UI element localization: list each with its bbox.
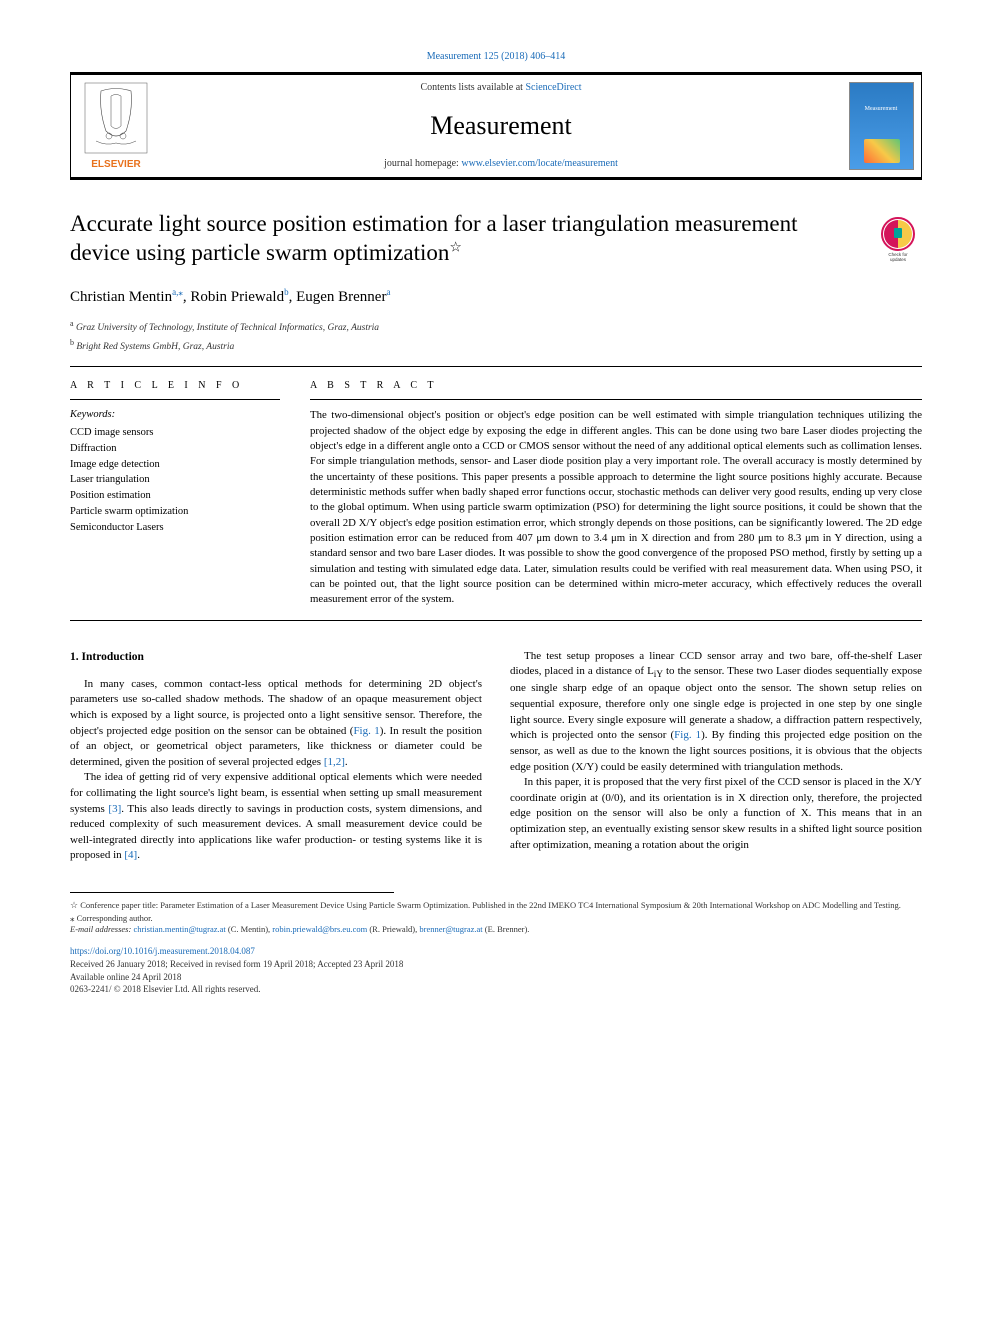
- journal-homepage: journal homepage: www.elsevier.com/locat…: [171, 157, 831, 171]
- abstract-label: A B S T R A C T: [310, 379, 922, 393]
- article-title: Accurate light source position estimatio…: [70, 210, 854, 268]
- body-paragraph: The idea of getting rid of very expensiv…: [70, 770, 482, 864]
- author: Christian Mentina,⁎: [70, 289, 183, 305]
- article-info-label: A R T I C L E I N F O: [70, 379, 280, 393]
- copyright: 0263-2241/ © 2018 Elsevier Ltd. All righ…: [70, 983, 922, 996]
- keyword: Particle swarm optimization: [70, 504, 280, 520]
- svg-text:updates: updates: [890, 257, 907, 262]
- citation-link[interactable]: [4]: [124, 849, 137, 861]
- check-updates-badge[interactable]: Check for updates: [874, 214, 922, 262]
- citation-link[interactable]: [1,2]: [324, 756, 345, 768]
- journal-name: Measurement: [171, 108, 831, 144]
- homepage-link[interactable]: www.elsevier.com/locate/measurement: [461, 158, 618, 169]
- sciencedirect-link[interactable]: ScienceDirect: [525, 82, 581, 93]
- body-paragraph: The test setup proposes a linear CCD sen…: [510, 649, 922, 775]
- footnotes: [70, 892, 394, 899]
- body-paragraph: In many cases, common contact-less optic…: [70, 677, 482, 771]
- available-online: Available online 24 April 2018: [70, 971, 922, 984]
- figure-ref-link[interactable]: Fig. 1: [674, 729, 701, 741]
- citation-link[interactable]: [3]: [108, 803, 121, 815]
- received-dates: Received 26 January 2018; Received in re…: [70, 958, 922, 971]
- author: Robin Priewaldb: [190, 289, 288, 305]
- keyword: Image edge detection: [70, 457, 280, 473]
- elsevier-logo: ELSEVIER: [71, 73, 161, 179]
- keyword: Semiconductor Lasers: [70, 520, 280, 536]
- email-link[interactable]: brenner@tugraz.at: [419, 924, 482, 934]
- divider: [70, 620, 922, 621]
- footnote: ⁎ Corresponding author.: [70, 912, 922, 924]
- authors-line: Christian Mentina,⁎, Robin Priewaldb, Eu…: [70, 286, 922, 308]
- title-footnote-mark: ☆: [449, 240, 462, 255]
- affiliation: a Graz University of Technology, Institu…: [70, 318, 922, 335]
- keywords-label: Keywords:: [70, 408, 280, 423]
- keyword: CCD image sensors: [70, 425, 280, 441]
- divider: [310, 399, 922, 400]
- contents-available: Contents lists available at ScienceDirec…: [171, 81, 831, 95]
- top-citation: Measurement 125 (2018) 406–414: [70, 50, 922, 64]
- section-heading: 1. Introduction: [70, 649, 482, 665]
- footnote-emails: E-mail addresses: christian.mentin@tugra…: [70, 924, 922, 935]
- divider: [70, 399, 280, 400]
- affiliation: b Bright Red Systems GmbH, Graz, Austria: [70, 337, 922, 354]
- footnote: ☆ Conference paper title: Parameter Esti…: [70, 899, 922, 911]
- keyword: Diffraction: [70, 441, 280, 457]
- svg-text:ELSEVIER: ELSEVIER: [91, 159, 141, 170]
- doi-block: https://doi.org/10.1016/j.measurement.20…: [70, 945, 922, 995]
- author: Eugen Brennera: [296, 289, 390, 305]
- body-paragraph: In this paper, it is proposed that the v…: [510, 775, 922, 853]
- keyword: Laser triangulation: [70, 472, 280, 488]
- journal-cover: [841, 73, 921, 179]
- email-link[interactable]: christian.mentin@tugraz.at: [133, 924, 225, 934]
- figure-ref-link[interactable]: Fig. 1: [353, 725, 379, 737]
- journal-header: ELSEVIER Contents lists available at Sci…: [70, 72, 922, 180]
- divider: [70, 366, 922, 367]
- abstract-text: The two-dimensional object's position or…: [310, 408, 922, 607]
- keyword: Position estimation: [70, 488, 280, 504]
- doi-link[interactable]: https://doi.org/10.1016/j.measurement.20…: [70, 946, 255, 956]
- email-link[interactable]: robin.priewald@brs.eu.com: [272, 924, 367, 934]
